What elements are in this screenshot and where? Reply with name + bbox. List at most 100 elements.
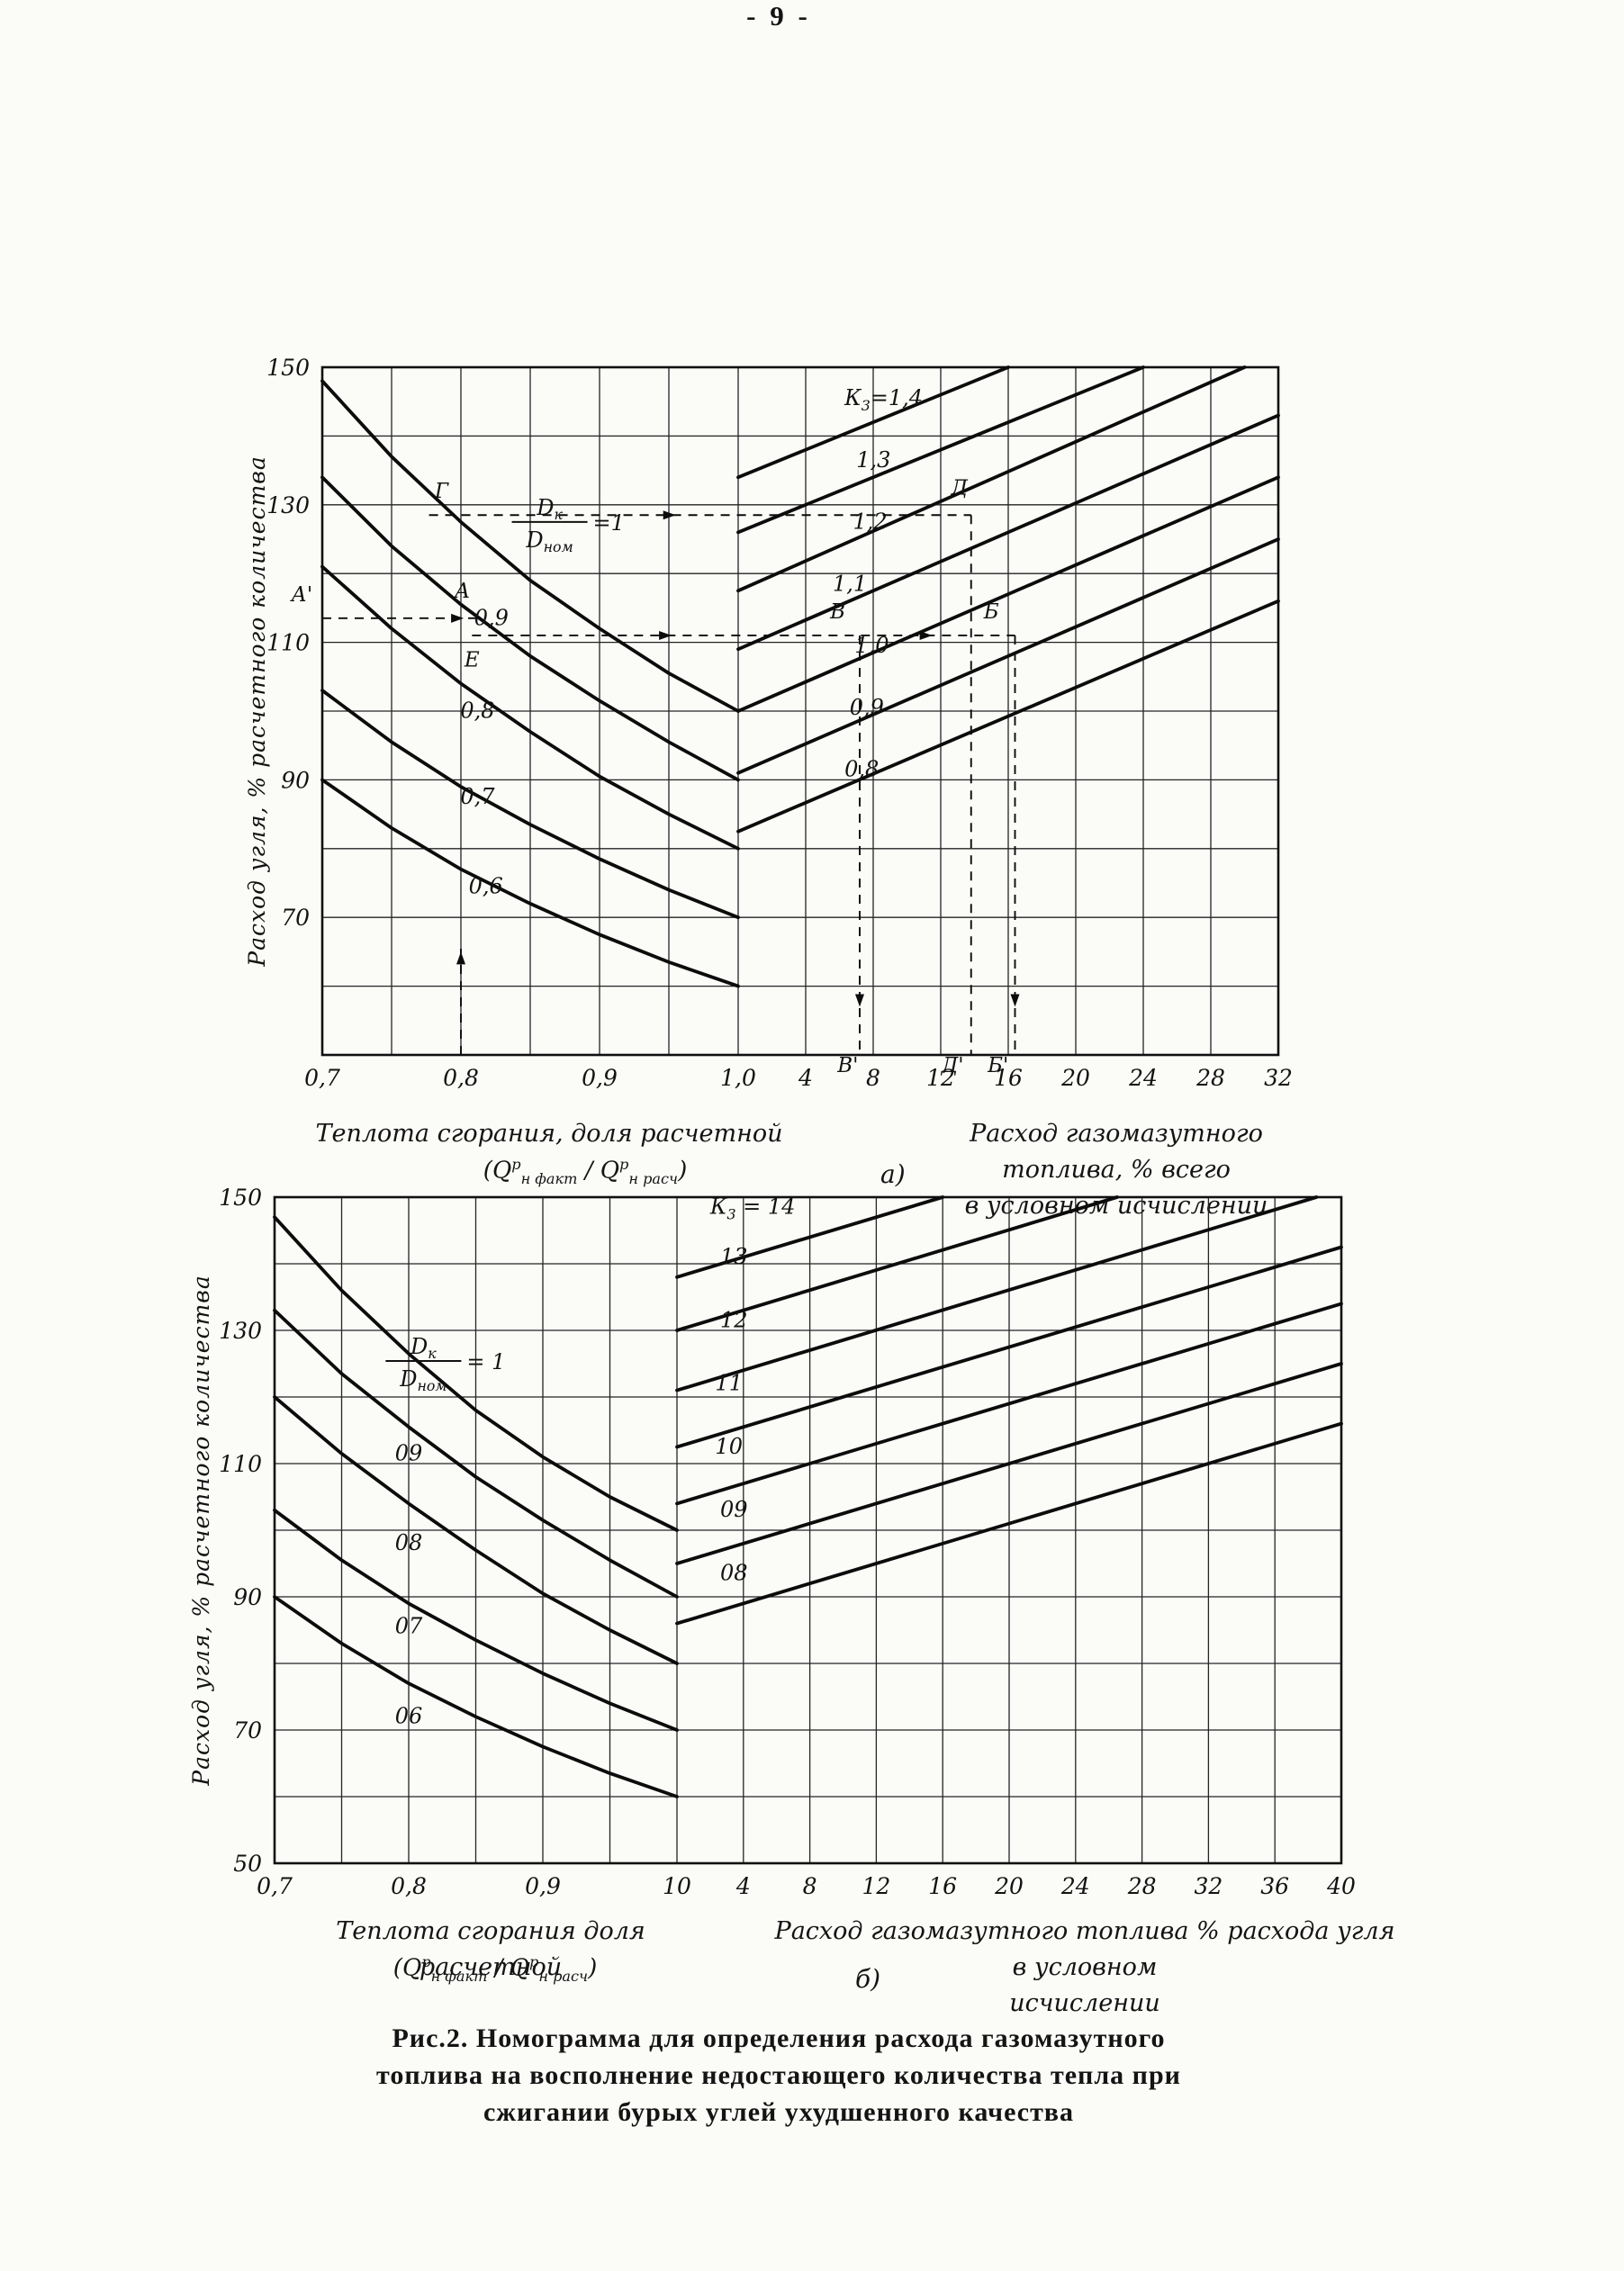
y-tick-label: 130	[266, 492, 310, 518]
k3-line-0	[736, 365, 1010, 480]
x-tick-label-right: 28	[1195, 1065, 1225, 1091]
chart-a-xright-caption-line1: Расход газомазутного топлива, % всего	[970, 1120, 1263, 1184]
k3-line-label: 1,1	[833, 571, 867, 596]
x-tick-label-right: 24	[1060, 1873, 1090, 1899]
formula-q2-sub: н расч	[628, 1169, 679, 1187]
construction-point-label: Е	[464, 648, 480, 671]
plot-border	[320, 365, 1280, 1057]
x-tick-label-right: 20	[994, 1873, 1024, 1899]
k3-line-label: 1,3	[856, 447, 890, 473]
construction-point-label: Б	[983, 600, 999, 624]
x-tick-label-right: 24	[1128, 1065, 1158, 1091]
formula-q2-sup: р	[619, 1156, 629, 1173]
k3-line-1	[736, 365, 1145, 535]
coal-curve-4	[273, 1595, 679, 1798]
y-tick-label: 90	[281, 767, 310, 793]
coal-curve-0	[320, 379, 740, 713]
x-tick-label-right: 4	[798, 1065, 813, 1091]
x-tick-label-left: 0,9	[582, 1065, 618, 1091]
construction-arrow	[659, 630, 672, 640]
chart-a-xleft-caption: Теплота сгорания, доля расчетной	[315, 1120, 783, 1148]
x-tick-label-right: 32	[1194, 1873, 1223, 1899]
x-tick-label-left: 0,7	[257, 1873, 293, 1899]
y-axis-title: Расход угля, % расчетного количества	[188, 1275, 214, 1787]
x-tick-label-right: 40	[1326, 1873, 1356, 1899]
k3-line-label: 12	[720, 1307, 748, 1332]
x-tick-label-left: 0,7	[304, 1065, 340, 1091]
k3-line-label: 0,8	[844, 757, 879, 782]
fraction-numerator: Dк	[536, 495, 563, 523]
construction-arrow	[855, 994, 864, 1007]
coal-curve-2	[273, 1395, 679, 1665]
x-tick-label-right: 28	[1127, 1873, 1157, 1899]
fraction-denominator: Dном	[525, 527, 573, 555]
coal-curve-2	[320, 564, 740, 851]
formula-q2: Q	[510, 1954, 530, 1982]
figure-caption: Рис.2. Номограмма для определения расход…	[234, 2020, 1323, 2131]
k3-line-label: 1,2	[853, 509, 888, 535]
formula-close: )	[588, 1954, 598, 1982]
x-tick-label-left: 0,8	[443, 1065, 479, 1091]
x-tick-label-right: 16	[928, 1873, 957, 1899]
x-tick-label-right: 8	[803, 1873, 817, 1899]
construction-arrow	[456, 951, 465, 965]
coal-curve-label: 0,9	[474, 606, 509, 631]
x-tick-label-right: 12	[862, 1873, 890, 1899]
construction-arrow	[1010, 994, 1020, 1007]
formula-q1: Q	[401, 1954, 422, 1982]
fraction-denominator-sub: ном	[544, 538, 573, 555]
y-tick-label: 130	[219, 1318, 262, 1344]
y-tick-label: 70	[281, 905, 310, 931]
fraction-numerator: Dк	[410, 1334, 437, 1362]
figure-caption-line3: сжигании бурых углей ухудшенного качеств…	[483, 2097, 1075, 2127]
construction-point-label: В	[829, 600, 845, 624]
coal-curve-3	[273, 1508, 679, 1732]
formula-divider: /	[584, 1157, 593, 1185]
k3-line-2	[736, 365, 1247, 593]
k3-subscript: 3	[726, 1206, 735, 1223]
formula-q1-sup: р	[421, 1953, 431, 1970]
k3-line-label: 0,9	[850, 695, 884, 720]
coal-curve-label: 07	[395, 1614, 423, 1639]
construction-arrow	[919, 630, 933, 640]
y-tick-label: 150	[266, 355, 310, 381]
nomogram-chart-a: 0,9 0,8 0,7 0,6 К3=1,4 1,3 1,2 1,1 1,0 0,9 0,8 150 1…	[244, 355, 1293, 1091]
formula-q2-sup: р	[529, 1953, 539, 1970]
coal-curve-label: 0,6	[469, 873, 503, 898]
formula-q2: Q	[600, 1157, 620, 1185]
k3-line-5	[675, 1362, 1343, 1565]
page-number: - 9 -	[746, 0, 811, 32]
fraction-denominator-sub: ном	[417, 1377, 447, 1394]
chart-b-xright-caption: Расход газомазутного топлива % расхода у…	[765, 1914, 1404, 2022]
k3-line-label: 09	[720, 1497, 748, 1522]
y-tick-label: 110	[266, 630, 310, 656]
k3-line-label: 13	[720, 1244, 748, 1269]
k3-line-6	[675, 1421, 1343, 1626]
construction-point-label: В'	[836, 1054, 858, 1077]
x-tick-label-left: 1,0	[720, 1065, 756, 1091]
x-tick-label-right: 4	[735, 1873, 751, 1899]
chart-a-xleft-formula: (Qрн факт / Qрн расч)	[387, 1156, 783, 1187]
coal-curve-label: 08	[395, 1530, 423, 1555]
formula-divider: /	[494, 1954, 503, 1982]
panel-label-a: а)	[880, 1159, 906, 1189]
y-axis-title: Расход угля, % расчетного количества	[244, 455, 270, 968]
nomogram-chart-b: 09 08 07 06 К3 = 14 13 12 11 10 09 08 150 130 110 90 70…	[188, 1185, 1356, 1899]
panel-label-b: б)	[855, 1964, 881, 1994]
k3-line-4	[675, 1302, 1343, 1506]
formula-q1-sub: н факт	[430, 1967, 488, 1985]
k3-line-3	[736, 413, 1280, 652]
k3-line-5	[736, 537, 1280, 775]
k3-line-label: 08	[720, 1561, 748, 1586]
fraction-numerator-sub: к	[554, 506, 563, 523]
construction-point-label: Д'	[941, 1054, 964, 1077]
x-tick-label-right: 36	[1260, 1873, 1289, 1899]
x-tick-label-right: 12	[926, 1065, 955, 1091]
coal-curve-1	[320, 475, 740, 782]
coal-curve-label: 0,8	[460, 698, 494, 724]
chart-b-xright-caption-line2: исчислении	[1009, 1989, 1160, 2017]
k3-line-2	[675, 1195, 1319, 1392]
x-tick-label-left: 10	[663, 1873, 691, 1899]
x-tick-label-right: 20	[1060, 1065, 1090, 1091]
